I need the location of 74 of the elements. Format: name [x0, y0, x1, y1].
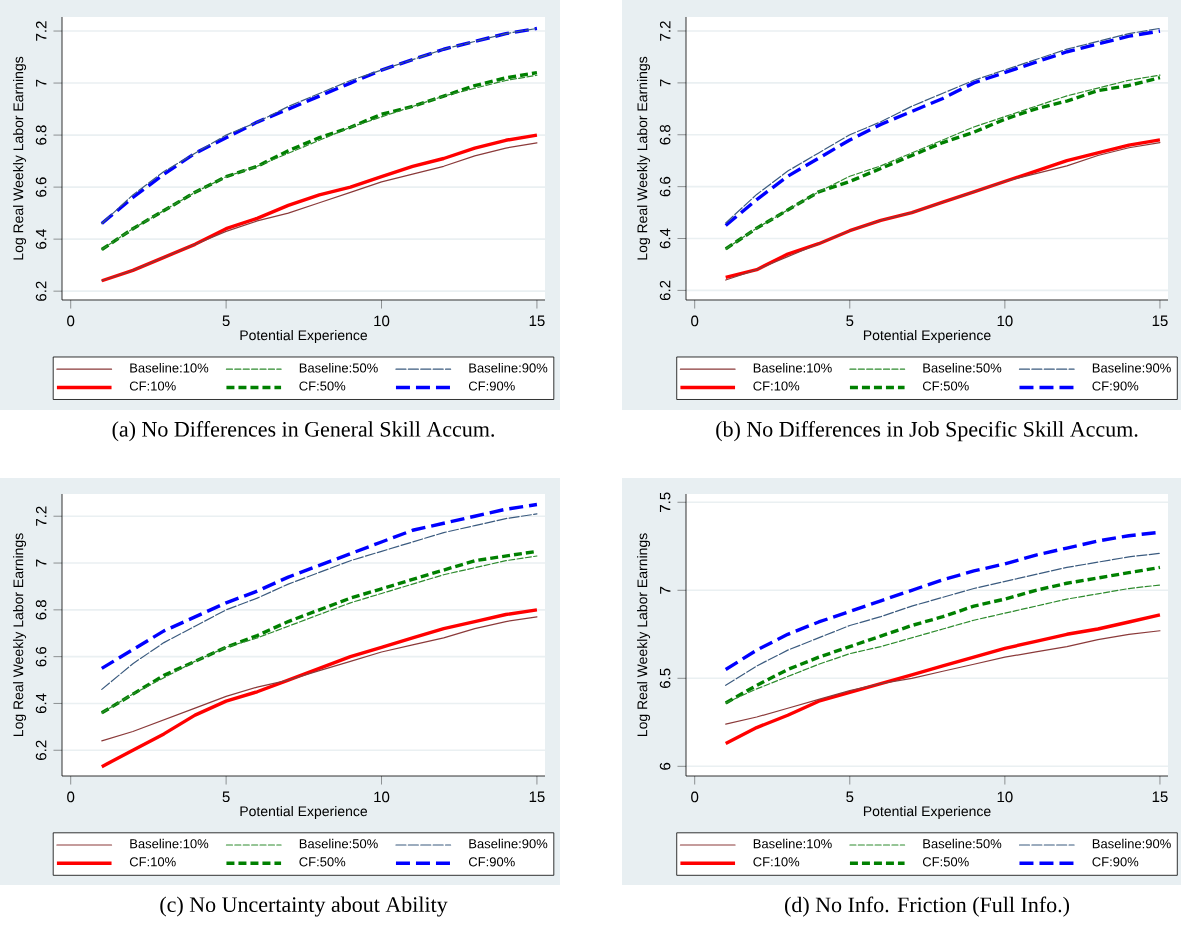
y-tick-label: 7 [36, 559, 47, 567]
y-tick-label: 7.2 [659, 21, 671, 41]
x-tick-label: 15 [529, 315, 545, 327]
y-tick-label: 6.2 [659, 280, 671, 301]
text: (b) No Differences in Job Specific Skill Accum. [716, 421, 1138, 442]
x-axis-title: Potential Experience [863, 805, 991, 820]
text: (c) No Uncertainty about Ability [160, 896, 448, 917]
x-tick-label: 5 [846, 791, 854, 803]
legend-label: CF:90% [468, 381, 515, 391]
legend-label: CF:10% [129, 381, 176, 391]
y-tick-label: 6.5 [659, 668, 671, 688]
legend-label: CF:90% [1092, 857, 1139, 867]
y-tick-label: 6.4 [35, 229, 47, 249]
y-axis-title: Log Real Weekly Labor Earnings [637, 56, 651, 260]
x-tick-label: 5 [846, 315, 854, 327]
x-axis-title: Potential Experience [240, 805, 368, 820]
x-tick-label: 10 [997, 315, 1013, 327]
legend-label: Baseline:90% [1092, 838, 1171, 849]
legend-label: CF:10% [753, 381, 800, 391]
text: (a) No Differences in General Skill Accum. [112, 421, 494, 442]
y-tick-label: 7 [36, 79, 47, 87]
x-tick-label: 0 [67, 791, 75, 803]
text: (d) No Info. Friction (Full Info.) [785, 896, 1070, 917]
legend-label: Baseline:50% [299, 363, 378, 373]
x-tick-label: 0 [691, 791, 699, 803]
y-tick-label: 6.4 [659, 228, 671, 249]
y-tick-label: 6.4 [35, 693, 47, 714]
legend-label: CF:50% [299, 857, 346, 867]
legend-label: Baseline:90% [469, 838, 548, 849]
legend-label: CF:50% [922, 381, 969, 391]
x-tick-label: 5 [222, 315, 230, 327]
y-axis-title: Log Real Weekly Labor Earnings [13, 56, 27, 260]
y-tick-label: 6.6 [35, 177, 47, 197]
y-tick-label: 7 [660, 79, 671, 87]
y-tick-label: 6.2 [35, 740, 47, 760]
x-axis-title: Potential Experience [240, 329, 368, 344]
legend-label: Baseline:90% [1092, 363, 1171, 373]
legend-label: Baseline:50% [923, 363, 1002, 373]
legend-label: CF:90% [468, 857, 515, 867]
legend-label: Baseline:10% [130, 363, 209, 373]
legend-label: Baseline:10% [130, 838, 209, 849]
legend-label: CF:50% [299, 381, 346, 391]
y-tick-label: 6.8 [659, 124, 671, 145]
legend-label: Baseline:10% [753, 363, 832, 373]
x-tick-label: 15 [1152, 791, 1168, 803]
y-tick-label: 6.8 [35, 600, 47, 620]
x-tick-label: 15 [529, 791, 545, 803]
y-tick-label: 7 [660, 586, 671, 594]
legend-label: Baseline:90% [469, 363, 548, 373]
y-tick-label: 7.2 [35, 506, 47, 526]
x-tick-label: 10 [374, 791, 390, 803]
legend-label: CF:10% [753, 857, 800, 867]
legend-label: CF:50% [922, 857, 969, 867]
y-axis-title: Log Real Weekly Labor Earnings [13, 533, 27, 737]
y-tick-label: 6.8 [35, 125, 47, 145]
legend-label: CF:10% [129, 857, 176, 867]
x-tick-label: 15 [1152, 315, 1168, 327]
x-tick-label: 0 [67, 315, 75, 327]
x-tick-label: 10 [374, 315, 390, 327]
y-axis-title: Log Real Weekly Labor Earnings [637, 533, 651, 737]
legend-label: Baseline:50% [923, 838, 1002, 849]
y-tick-label: 7.5 [659, 492, 671, 512]
y-tick-label: 6.6 [35, 646, 47, 667]
y-tick-label: 6.6 [659, 176, 671, 197]
x-tick-label: 10 [997, 791, 1013, 803]
y-tick-label: 6.2 [35, 281, 47, 301]
x-tick-label: 0 [691, 315, 699, 327]
legend-label: Baseline:10% [753, 838, 832, 849]
x-axis-title: Potential Experience [863, 329, 991, 344]
legend-label: CF:90% [1092, 381, 1139, 391]
legend-label: Baseline:50% [299, 838, 378, 849]
x-tick-label: 5 [222, 791, 230, 803]
y-tick-label: 7.2 [35, 21, 47, 41]
y-tick-label: 6 [659, 762, 671, 770]
